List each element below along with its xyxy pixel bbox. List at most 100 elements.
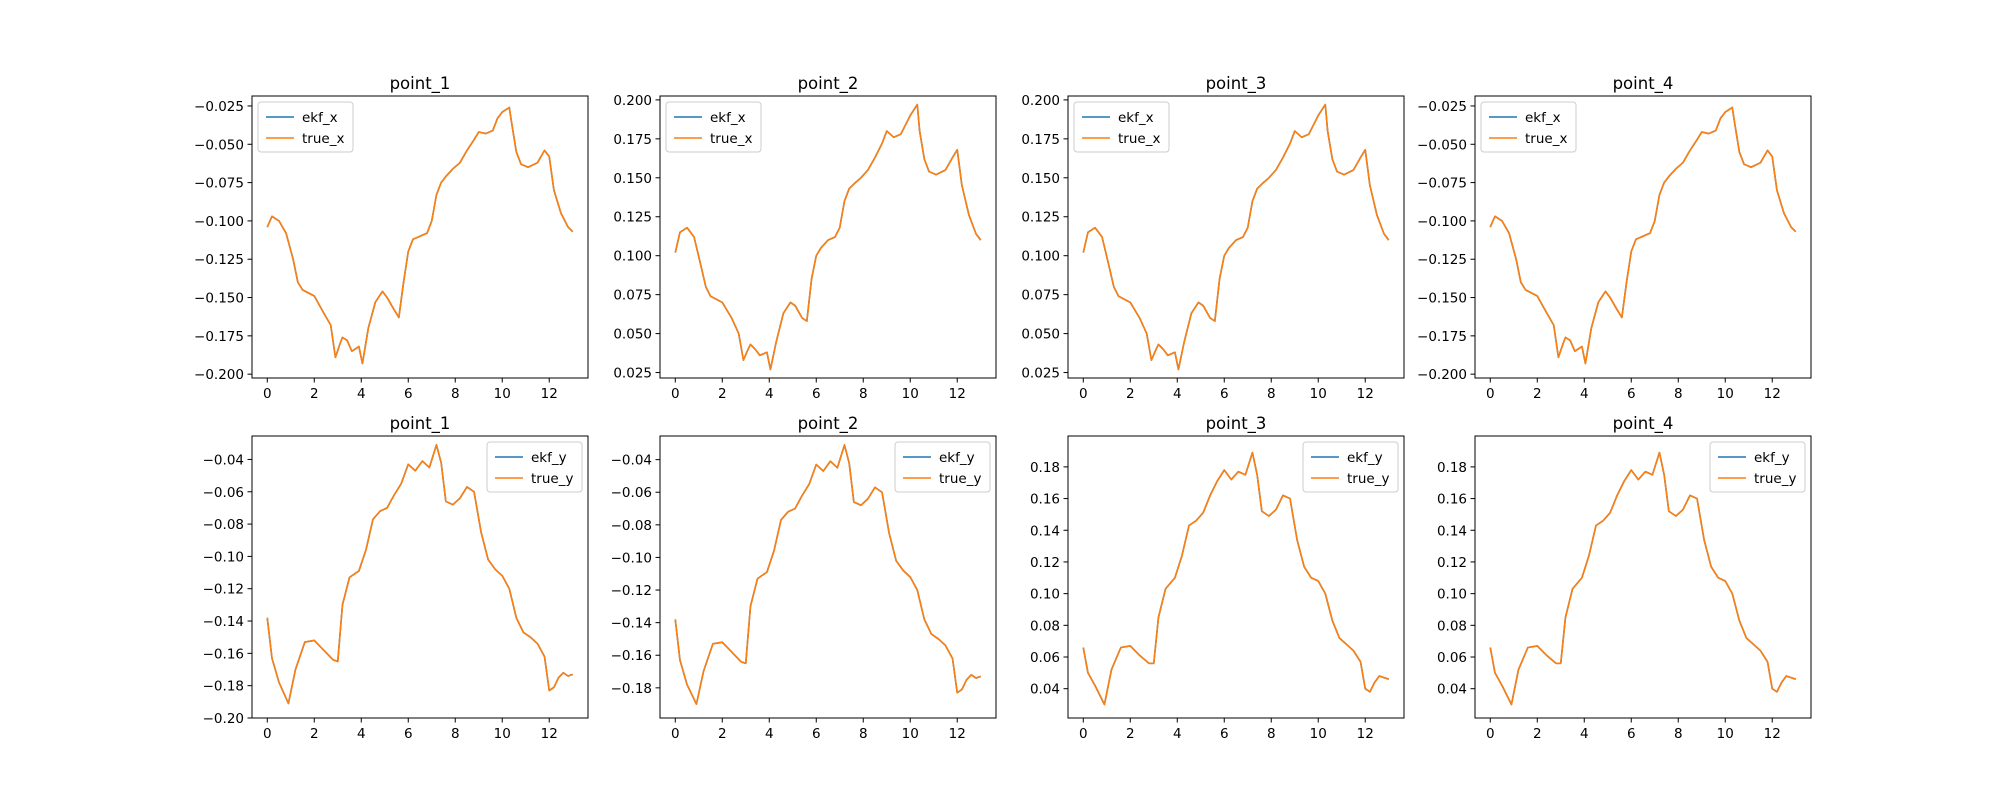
y-tick-label: −0.16 (611, 648, 652, 664)
legend-label: true_x (302, 131, 344, 147)
x-tick-label: 10 (1717, 726, 1734, 742)
y-tick-label: 0.050 (1021, 327, 1060, 343)
y-tick-label: −0.10 (203, 549, 244, 565)
y-tick-label: −0.050 (1417, 137, 1467, 153)
series-line-true_x (1489, 106, 1797, 365)
y-tick-label: −0.18 (203, 679, 244, 695)
x-tick-label: 8 (451, 726, 460, 742)
subplot-title: point_4 (1613, 74, 1674, 94)
x-tick-label: 4 (357, 726, 366, 742)
legend-box (1073, 101, 1170, 153)
y-tick-label: −0.16 (203, 646, 244, 662)
series-line-true_x (674, 103, 982, 371)
axes-frame (1067, 95, 1405, 379)
y-tick-label: 0.04 (1030, 682, 1060, 698)
x-tick-label: 2 (310, 386, 319, 402)
legend-label: true_x (710, 131, 752, 147)
x-tick-label: 8 (859, 386, 868, 402)
y-tick-label: 0.06 (1437, 650, 1467, 666)
legend-label: true_y (531, 471, 573, 487)
y-tick-label: −0.150 (1417, 291, 1467, 307)
legend-box (1709, 441, 1806, 493)
x-tick-label: 12 (1764, 726, 1781, 742)
y-tick-label: −0.14 (611, 616, 652, 632)
y-tick-label: −0.050 (194, 137, 244, 153)
x-tick-label: 10 (494, 726, 511, 742)
subplot-1-1: 0 2 4 6 8 10 12 −0.200 −0.175 −0.150 −0.125 −0.100 −… (194, 74, 589, 402)
y-tick-label: 0.12 (1030, 555, 1060, 571)
y-tick-label: −0.12 (203, 582, 244, 598)
x-tick-label: 0 (1079, 386, 1088, 402)
axes-frame (659, 435, 997, 719)
y-tick-label: 0.18 (1030, 460, 1060, 476)
axes-frame (659, 95, 997, 379)
legend: ekf_x true_x (665, 101, 762, 153)
x-tick-label: 4 (1580, 726, 1589, 742)
y-tick-label: 0.175 (1021, 132, 1060, 148)
y-tick-label: −0.14 (203, 614, 244, 630)
x-tick-label: 2 (1533, 386, 1542, 402)
y-tick-label: −0.04 (611, 453, 652, 469)
x-tick-label: 2 (310, 726, 319, 742)
x-tick-label: 4 (1173, 386, 1182, 402)
subplot-1-4: 0 2 4 6 8 10 12 −0.200 −0.175 −0.150 −0.125 −0.100 −… (1417, 74, 1812, 402)
x-tick-label: 10 (1717, 386, 1734, 402)
x-tick-label: 0 (1486, 386, 1495, 402)
legend-label: ekf_x (1118, 110, 1154, 126)
legend: ekf_y true_y (1302, 441, 1399, 493)
legend-label: true_y (1347, 471, 1389, 487)
x-tick-label: 0 (1079, 726, 1088, 742)
y-tick-label: 0.04 (1437, 682, 1467, 698)
x-tick-label: 8 (1674, 386, 1683, 402)
legend-box (1480, 101, 1577, 153)
subplot-1-2: 0 2 4 6 8 10 12 0.025 0.050 0.075 0.100 0.125 0.150 0… (613, 74, 997, 402)
x-tick-label: 12 (1357, 726, 1374, 742)
legend-box (665, 101, 762, 153)
subplot-title: point_1 (390, 74, 451, 94)
x-tick-label: 2 (1126, 726, 1135, 742)
subplot-2-1: 0 2 4 6 8 10 12 −0.20 −0.18 −0.16 −0.14 −0.12 −0.10 −… (203, 414, 589, 742)
legend: ekf_y true_y (894, 441, 991, 493)
subplot-2-3: 0 2 4 6 8 10 12 0.04 0.06 0.08 0.10 0.12 0.14 0.16 0.1… (1030, 414, 1405, 742)
x-tick-label: 0 (671, 386, 680, 402)
subplot-2-2: 0 2 4 6 8 10 12 −0.18 −0.16 −0.14 −0.12 −0.10 −0.08 −… (611, 414, 997, 742)
subplot-title: point_4 (1613, 414, 1674, 434)
legend-box (894, 441, 991, 493)
y-tick-label: 0.075 (1021, 288, 1060, 304)
x-tick-label: 2 (1533, 726, 1542, 742)
x-tick-label: 0 (1486, 726, 1495, 742)
x-tick-label: 4 (1173, 726, 1182, 742)
y-tick-label: 0.10 (1437, 587, 1467, 603)
y-tick-label: 0.050 (613, 327, 652, 343)
y-tick-label: −0.100 (1417, 214, 1467, 230)
y-tick-label: 0.125 (1021, 210, 1060, 226)
x-tick-label: 6 (1220, 386, 1229, 402)
legend-label: true_y (939, 471, 981, 487)
y-tick-label: −0.075 (1417, 176, 1467, 192)
subplot-title: point_2 (798, 414, 859, 434)
x-tick-label: 8 (1267, 726, 1276, 742)
y-tick-label: 0.12 (1437, 555, 1467, 571)
x-tick-label: 12 (1357, 386, 1374, 402)
y-tick-label: −0.175 (194, 329, 244, 345)
y-tick-label: 0.200 (1021, 93, 1060, 109)
y-tick-label: 0.14 (1030, 523, 1060, 539)
x-tick-label: 0 (263, 726, 272, 742)
x-tick-label: 12 (1764, 386, 1781, 402)
x-tick-label: 12 (949, 726, 966, 742)
x-tick-label: 6 (404, 726, 413, 742)
axes-frame (1474, 435, 1812, 719)
legend-label: ekf_x (710, 110, 746, 126)
y-tick-label: 0.025 (1021, 366, 1060, 382)
legend: ekf_y true_y (1709, 441, 1806, 493)
series-line-true_y (266, 444, 573, 705)
x-tick-label: 12 (541, 726, 558, 742)
legend-label: ekf_y (1754, 450, 1790, 466)
y-tick-label: −0.18 (611, 681, 652, 697)
x-tick-label: 6 (404, 386, 413, 402)
series-line-true_y (1082, 451, 1389, 706)
series-line-true_y (1489, 451, 1796, 706)
y-tick-label: −0.075 (194, 176, 244, 192)
legend-label: true_x (1525, 131, 1567, 147)
y-tick-label: −0.125 (1417, 252, 1467, 268)
